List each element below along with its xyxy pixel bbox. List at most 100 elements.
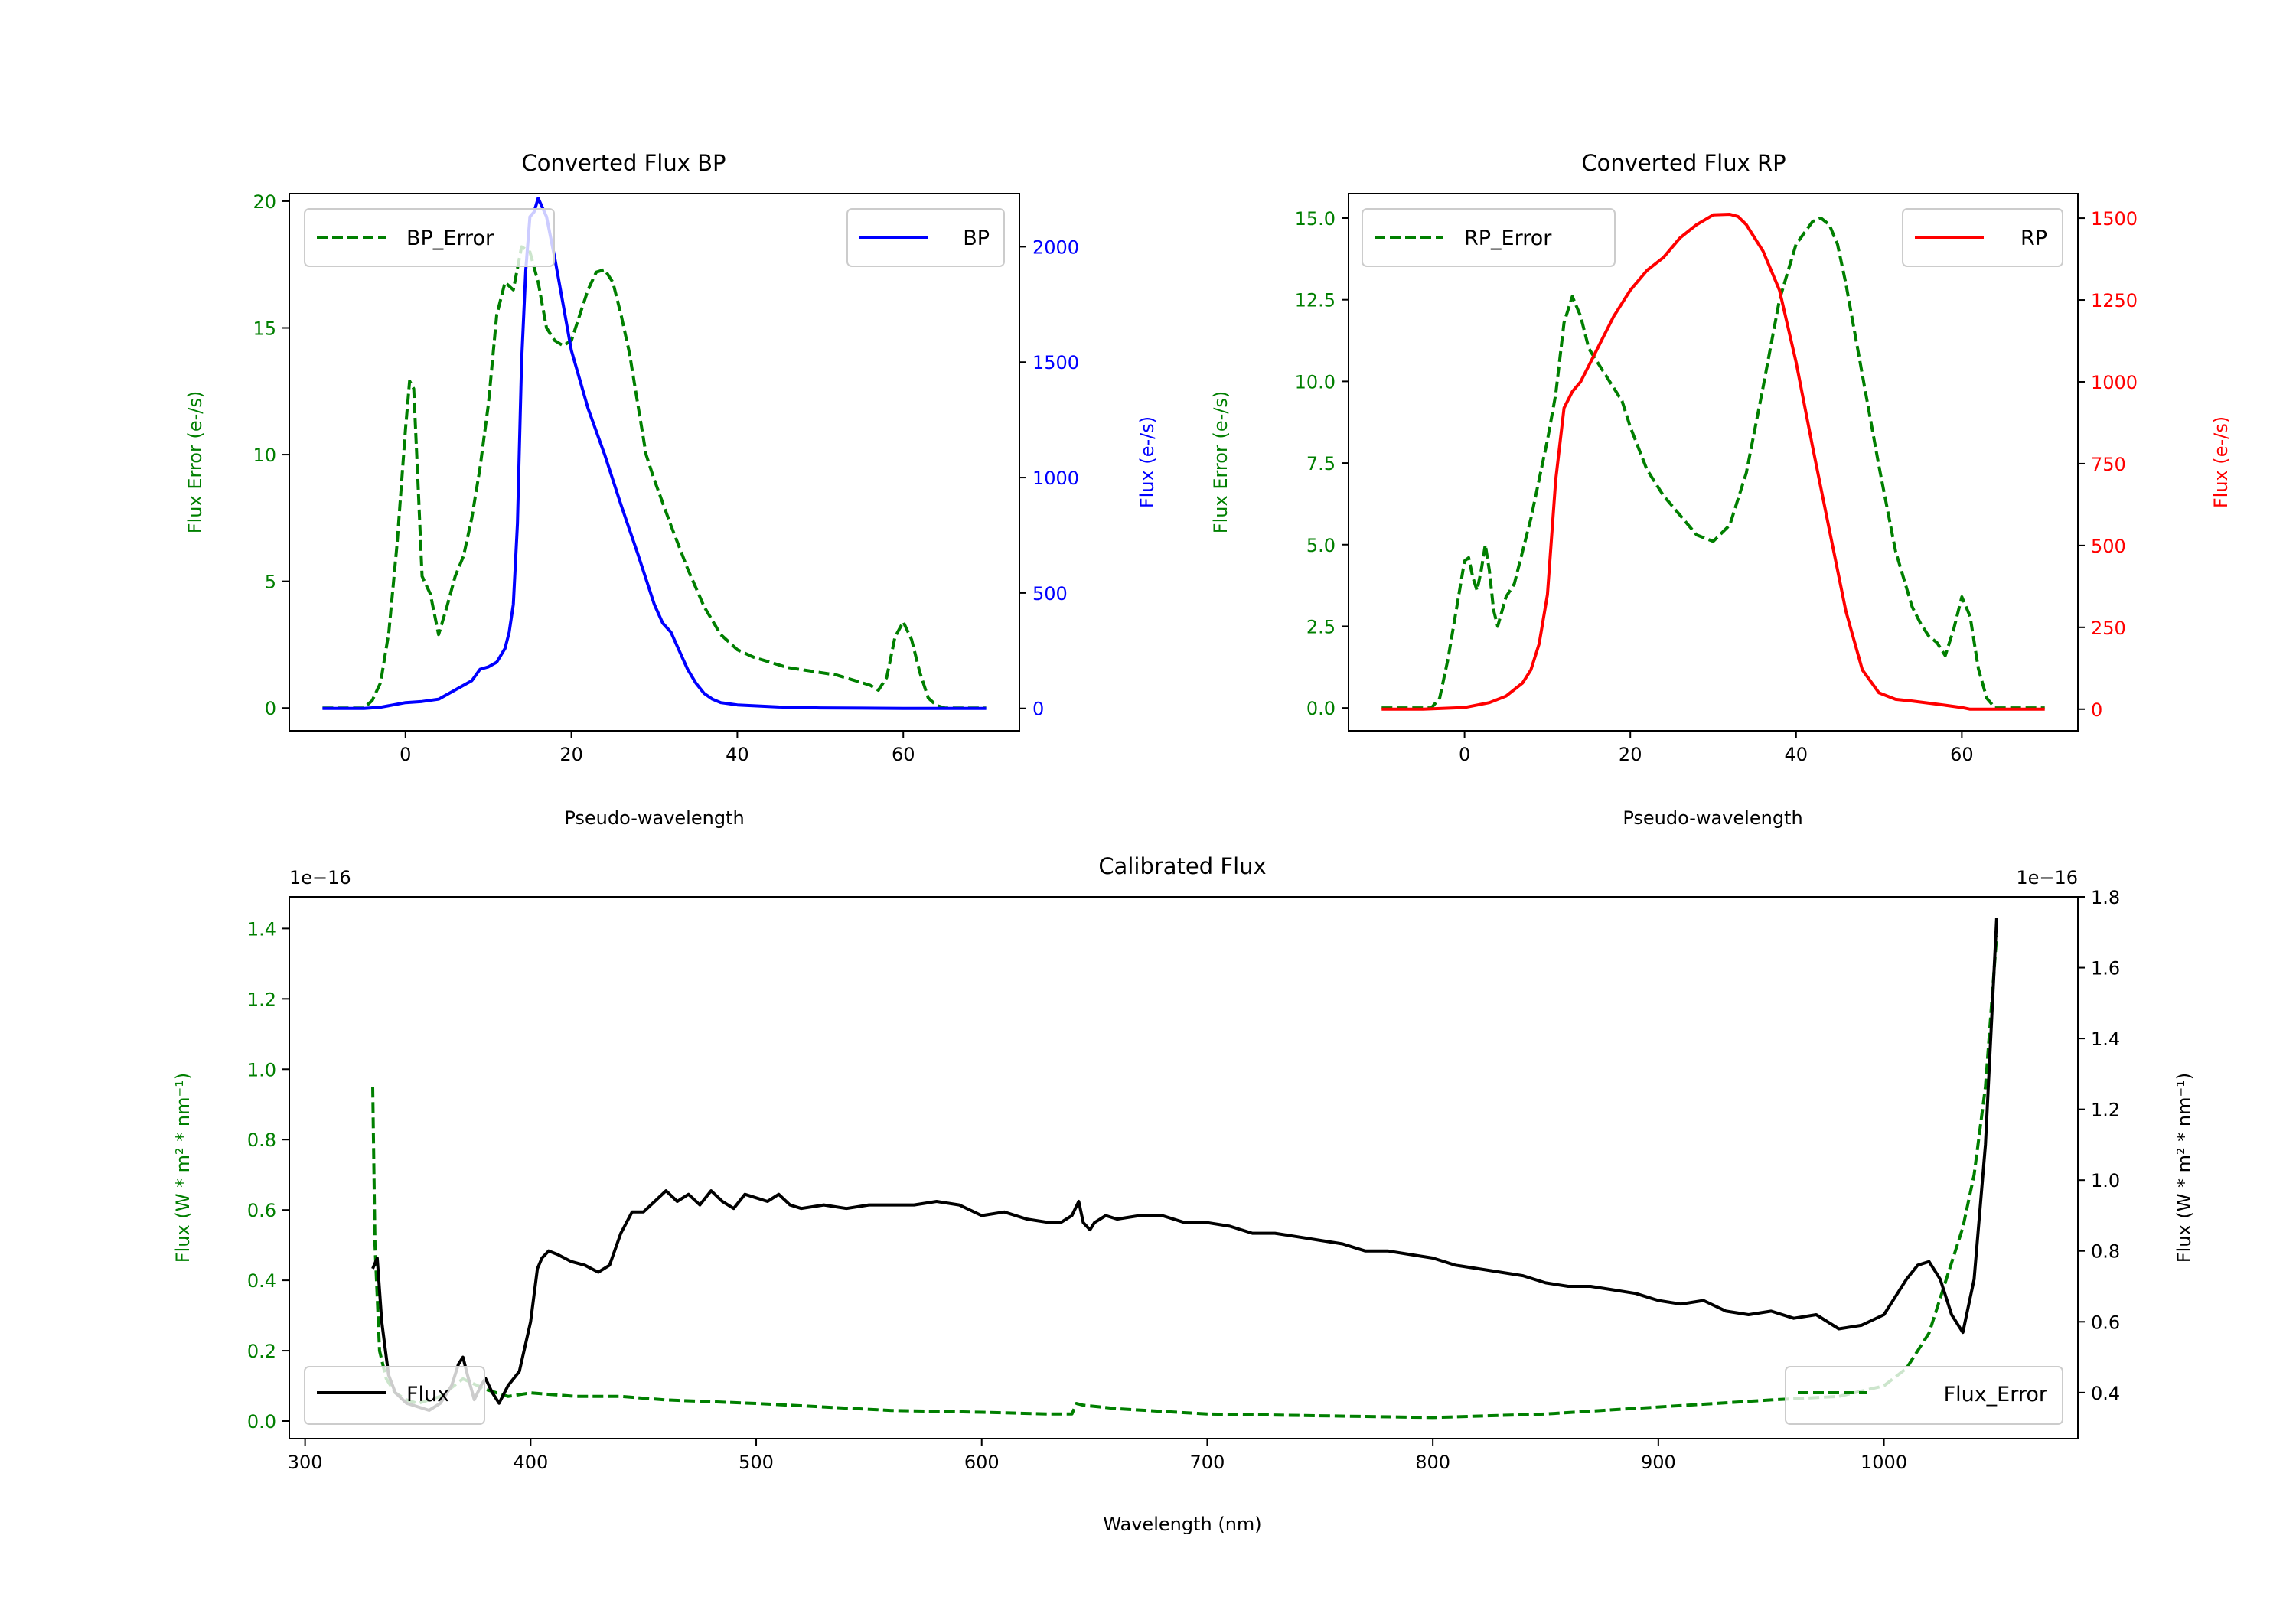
bp-y-left-tick-label: 0: [265, 698, 276, 719]
cal-y-left-tick-label: 0.6: [247, 1200, 276, 1221]
rp-y-left-tick-label: 0.0: [1306, 698, 1336, 719]
cal-legend-left-box: [304, 1366, 485, 1425]
rp-y-right-tick-label: 1000: [2091, 372, 2138, 393]
cal-y-left-tick-label: 0.2: [247, 1341, 276, 1362]
bp-legend-left-label: BP_Error: [406, 227, 494, 250]
cal-x-tick-label: 600: [964, 1452, 1000, 1473]
cal-y-left-tick-label: 0.4: [247, 1270, 276, 1292]
cal-y-left-tick-label: 1.2: [247, 989, 276, 1010]
cal-legend-right-box: [1785, 1366, 2063, 1425]
cal-y-right-tick-label: 1.0: [2091, 1170, 2120, 1191]
cal-y-right-tick-label: 1.2: [2091, 1100, 2120, 1121]
bp-legend-right-label: BP: [963, 227, 990, 250]
cal-x-tick-label: 900: [1641, 1452, 1676, 1473]
bp-title: Converted Flux BP: [521, 150, 726, 176]
bp-y-right-tick-label: 1500: [1032, 352, 1079, 373]
rp-y-ticks-left: 0.0 2.5 5.0 7.5 10.0 12.5 15.0: [1295, 208, 1349, 719]
rp-x-tick-label: 20: [1619, 744, 1642, 765]
rp-legend-right: RP: [1902, 208, 2063, 267]
rp-series-layer: [1381, 213, 2045, 711]
bp-y-right-tick-label: 2000: [1032, 236, 1079, 258]
bp-x-tick-label: 0: [400, 744, 411, 765]
rp-series-rp-error: [1381, 217, 2045, 710]
rp-y-right-tick-label: 0: [2091, 699, 2102, 721]
rp-x-tick-label: 60: [1950, 744, 1974, 765]
bp-y-left-tick-label: 20: [253, 191, 276, 213]
bp-x-axis-label: Pseudo-wavelength: [564, 807, 744, 829]
cal-x-ticks: 300 400 500 600 700 800 900 1000: [288, 1439, 1907, 1473]
cal-y-right-tick-label: 1.4: [2091, 1028, 2120, 1050]
rp-x-tick-label: 0: [1459, 744, 1470, 765]
panel-converted-flux-bp: Converted Flux BP 0 20 40 60 0 5 10 15 20 0 500 1…: [184, 150, 1158, 829]
bp-x-ticks: 0 20 40 60: [400, 731, 915, 765]
rp-y-right-tick-label: 750: [2091, 454, 2126, 475]
cal-title: Calibrated Flux: [1098, 853, 1266, 879]
cal-legend-left-label: Flux: [406, 1383, 449, 1407]
rp-y-right-tick-label: 250: [2091, 618, 2126, 639]
rp-y-left-tick-label: 15.0: [1295, 208, 1336, 230]
cal-legend-right-label: Flux_Error: [1944, 1383, 2048, 1407]
rp-x-tick-label: 40: [1785, 744, 1808, 765]
bp-y-axis-label-right: Flux (e-/s): [1137, 416, 1158, 508]
bp-legend-left: BP_Error: [304, 208, 555, 267]
rp-y-axis-label-right: Flux (e-/s): [2210, 416, 2232, 508]
bp-y-right-tick-label: 1000: [1032, 468, 1079, 489]
rp-y-axis-label-left: Flux Error (e-/s): [1210, 391, 1231, 533]
rp-y-right-tick-label: 1500: [2091, 208, 2138, 230]
rp-y-ticks-right: 0 250 500 750 1000 1250 1500: [2078, 208, 2138, 721]
cal-offset-right: 1e−16: [2016, 867, 2078, 888]
cal-y-axis-label-right: Flux (W * m² * nm⁻¹): [2174, 1073, 2195, 1263]
rp-y-left-tick-label: 7.5: [1306, 453, 1336, 474]
cal-x-tick-label: 800: [1415, 1452, 1450, 1473]
bp-plot-frame: [289, 193, 1020, 732]
bp-y-ticks-right: 0 500 1000 1500 2000: [1019, 236, 1079, 720]
bp-y-ticks-left: 0 5 10 15 20: [253, 191, 289, 719]
cal-x-tick-label: 500: [739, 1452, 774, 1473]
cal-offset-left: 1e−16: [289, 867, 351, 888]
cal-y-ticks-left: 0.0 0.2 0.4 0.6 0.8 1.0 1.2 1.4: [247, 918, 289, 1433]
bp-legend-right: BP: [846, 208, 1005, 267]
rp-legend-left: RP_Error: [1362, 208, 1616, 267]
bp-legend-left-box: [304, 208, 555, 267]
rp-y-left-tick-label: 5.0: [1306, 535, 1336, 556]
bp-y-right-tick-label: 0: [1032, 699, 1044, 720]
rp-series-rp: [1381, 213, 2045, 711]
cal-y-right-tick-label: 1.8: [2091, 887, 2120, 908]
bp-y-axis-label-left: Flux Error (e-/s): [184, 391, 206, 533]
bp-x-tick-label: 20: [559, 744, 583, 765]
rp-y-left-tick-label: 12.5: [1295, 290, 1336, 311]
cal-y-left-tick-label: 0.0: [247, 1411, 276, 1433]
cal-legend-left: Flux: [304, 1366, 485, 1425]
rp-y-right-tick-label: 500: [2091, 536, 2126, 557]
bp-series-bp-error: [322, 245, 987, 710]
cal-plot-frame: [289, 896, 2079, 1439]
rp-legend-left-label: RP_Error: [1464, 227, 1552, 250]
cal-x-tick-label: 700: [1190, 1452, 1225, 1473]
cal-x-tick-label: 1000: [1861, 1452, 1907, 1473]
cal-y-axis-label-left: Flux (W * m² * nm⁻¹): [172, 1073, 194, 1263]
cal-y-right-tick-label: 0.4: [2091, 1383, 2120, 1404]
cal-x-tick-label: 300: [288, 1452, 323, 1473]
cal-x-tick-label: 400: [513, 1452, 548, 1473]
cal-y-right-tick-label: 0.8: [2091, 1241, 2120, 1263]
rp-x-ticks: 0 20 40 60: [1459, 731, 1974, 765]
rp-plot-frame: [1348, 193, 2079, 732]
cal-y-left-tick-label: 0.8: [247, 1129, 276, 1151]
rp-y-left-tick-label: 10.0: [1295, 371, 1336, 393]
panel-calibrated-flux: Calibrated Flux 1e−16 1e−16 300 400 500 600…: [172, 853, 2195, 1535]
bp-y-right-tick-label: 500: [1032, 583, 1068, 605]
bp-y-left-tick-label: 15: [253, 318, 276, 340]
rp-x-axis-label: Pseudo-wavelength: [1623, 807, 1802, 829]
bp-y-left-tick-label: 5: [265, 572, 276, 593]
cal-x-axis-label: Wavelength (nm): [1103, 1514, 1261, 1535]
cal-legend-right: Flux_Error: [1785, 1366, 2063, 1425]
bp-y-left-tick-label: 10: [253, 445, 276, 466]
bp-x-tick-label: 40: [726, 744, 749, 765]
rp-y-right-tick-label: 1250: [2091, 290, 2138, 311]
cal-series-flux: [371, 918, 1998, 1412]
cal-y-left-tick-label: 1.0: [247, 1059, 276, 1081]
cal-y-right-tick-label: 0.6: [2091, 1312, 2120, 1333]
cal-y-right-tick-label: 1.6: [2091, 958, 2120, 980]
rp-legend-left-box: [1362, 208, 1616, 267]
